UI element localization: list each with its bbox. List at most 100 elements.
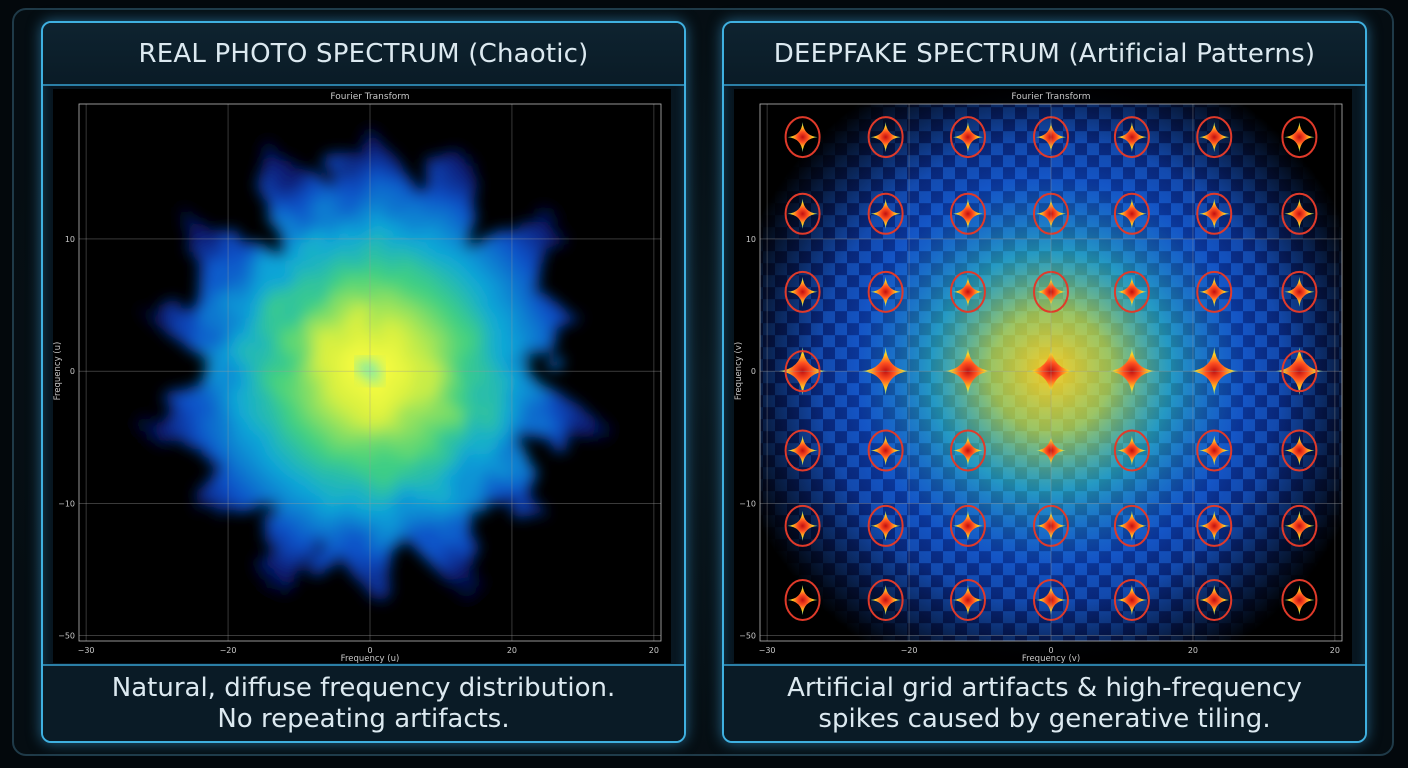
frequency-spike <box>1199 510 1230 541</box>
frequency-spike <box>870 510 901 541</box>
artifact-circle-marker <box>867 578 904 621</box>
deepfake-spectrum-chart: −30 −20 0 20 20 10 0 −10 −50 Fourier Transform F… <box>734 71 1351 672</box>
artifact-circle-marker <box>1281 192 1318 235</box>
frequency-spike <box>1199 122 1230 153</box>
artifact-circle-marker <box>1113 578 1150 621</box>
frequency-spike <box>870 276 901 307</box>
artifact-circle-marker <box>1113 192 1150 235</box>
real-spectrum-plot: −30 −20 0 20 20 10 0 −10 −50 Fourier Transform F… <box>53 89 671 664</box>
x-tick-label: −20 <box>901 646 918 655</box>
artifact-circle-marker <box>949 116 986 159</box>
y-tick-label: 0 <box>70 367 75 376</box>
frequency-spike <box>952 435 983 466</box>
frequency-spike <box>1284 510 1315 541</box>
frequency-spike <box>1199 198 1230 229</box>
artifact-circle-marker <box>1113 270 1150 313</box>
x-tick-label: 0 <box>367 646 372 655</box>
artifact-circle-marker <box>867 192 904 235</box>
y-tick-label: −10 <box>58 499 75 508</box>
x-tick-label: −30 <box>78 646 95 655</box>
chart-title: Fourier Transform <box>330 92 409 102</box>
frequency-spike <box>1116 198 1147 229</box>
artifact-circle-marker <box>867 504 904 547</box>
artifact-circle-marker <box>1113 116 1150 159</box>
x-axis-label: Frequency (u) <box>341 654 400 663</box>
frequency-spike <box>870 435 901 466</box>
frequency-spike <box>952 276 983 307</box>
caption-line: spikes caused by generative tiling. <box>818 703 1271 734</box>
artifact-circle-marker <box>1196 578 1233 621</box>
frequency-spike <box>1284 198 1315 229</box>
frequency-spike <box>787 435 818 466</box>
axes-frame <box>759 103 1343 642</box>
frequency-spike <box>952 584 983 615</box>
artifact-circle-marker <box>867 270 904 313</box>
y-tick-label: −10 <box>739 499 756 508</box>
artifact-circle-marker <box>867 116 904 159</box>
x-tick-label: 0 <box>1048 646 1053 655</box>
artifact-circle-marker <box>784 116 821 159</box>
y-tick-label: 0 <box>751 367 756 376</box>
frequency-spike <box>870 198 901 229</box>
artifact-circle-marker <box>1281 578 1318 621</box>
x-tick-label: 20 <box>507 646 517 655</box>
panel-caption: Natural, diffuse frequency distribution.… <box>43 664 684 741</box>
frequency-spike <box>1284 584 1315 615</box>
frequency-spike <box>952 198 983 229</box>
y-axis-label: Frequency (v) <box>734 342 744 400</box>
x-tick-label: 20 <box>649 646 659 655</box>
caption-line: Natural, diffuse frequency distribution. <box>111 672 616 703</box>
artifact-circle-marker <box>949 578 986 621</box>
frequency-spike <box>787 510 818 541</box>
artifact-circle-marker <box>1113 504 1150 547</box>
axes-frame <box>78 103 662 642</box>
artifact-circle-marker <box>949 192 986 235</box>
frequency-spike <box>1199 435 1230 466</box>
caption-line: Artificial grid artifacts & high-frequen… <box>787 672 1302 703</box>
panel-title: REAL PHOTO SPECTRUM (Chaotic) <box>43 23 684 86</box>
frequency-spike <box>787 584 818 615</box>
artifact-circle-marker <box>949 270 986 313</box>
frequency-spike <box>1284 122 1315 153</box>
artifact-circle-marker <box>1196 270 1233 313</box>
artifact-circle-marker <box>784 429 821 472</box>
frequency-spike <box>1116 122 1147 153</box>
frequency-spike <box>1199 276 1230 307</box>
artifact-circle-marker <box>1196 192 1233 235</box>
artifact-circle-marker <box>1113 429 1150 472</box>
deepfake-spectrum-plot: −30 −20 0 20 20 10 0 −10 −50 Fourier Transform F… <box>734 71 1352 672</box>
artifact-circle-marker <box>1281 116 1318 159</box>
x-tick-label: −20 <box>220 646 237 655</box>
frequency-spike <box>1116 510 1147 541</box>
heatmap <box>126 121 622 619</box>
frequency-spike <box>952 510 983 541</box>
frequency-spike <box>952 122 983 153</box>
frequency-spike <box>1116 276 1147 307</box>
y-tick-label: −50 <box>58 632 75 641</box>
artifact-circle-marker <box>949 504 986 547</box>
frequency-spike <box>787 198 818 229</box>
y-tick-label: 10 <box>746 235 756 244</box>
frequency-spike <box>1199 584 1230 615</box>
artifact-circle-marker <box>784 270 821 313</box>
artifact-circle-marker <box>949 429 986 472</box>
artifact-circle-marker <box>1196 116 1233 159</box>
artifact-circle-marker <box>1281 270 1318 313</box>
artifact-circle-marker <box>1196 504 1233 547</box>
chart-title: Fourier Transform <box>1011 92 1090 102</box>
artifact-circle-marker <box>784 192 821 235</box>
frequency-spike <box>1284 276 1315 307</box>
artifact-circle-marker <box>1281 429 1318 472</box>
artifact-circle-marker <box>867 429 904 472</box>
artifact-circle-marker <box>784 504 821 547</box>
frequency-spike <box>787 122 818 153</box>
x-tick-label: −30 <box>759 646 776 655</box>
y-tick-label: −50 <box>739 632 756 641</box>
x-axis-label: Frequency (v) <box>1022 654 1080 663</box>
deepfake-panel: DEEPFAKE SPECTRUM (Artificial Patterns) … <box>722 21 1367 743</box>
y-tick-label: 10 <box>65 235 75 244</box>
frequency-spike <box>870 122 901 153</box>
frequency-spike <box>870 584 901 615</box>
real-spectrum-chart: −30 −20 0 20 20 10 0 −10 −50 Fourier Transform F… <box>53 92 662 664</box>
frequency-spike <box>787 276 818 307</box>
